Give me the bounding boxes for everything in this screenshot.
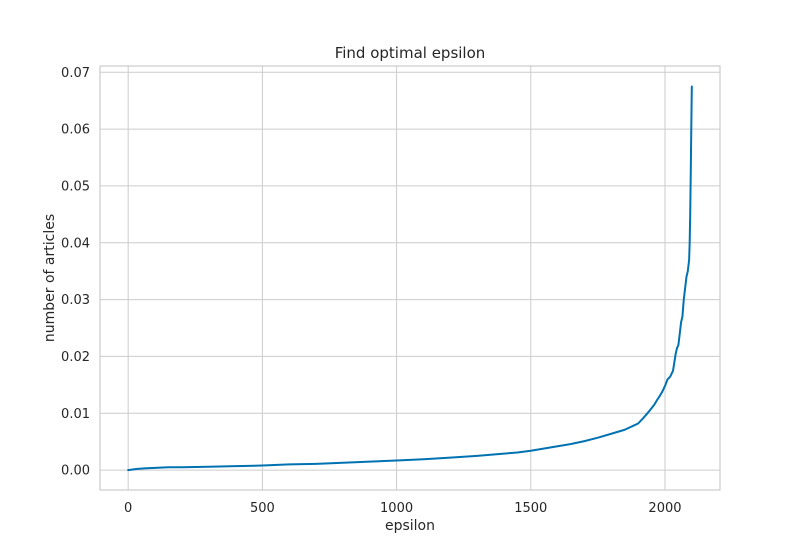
x-tick-label: 500 xyxy=(250,501,275,516)
y-axis-label: number of articles xyxy=(42,214,58,342)
x-tick-label: 2000 xyxy=(648,501,681,516)
y-tick-label: 0.01 xyxy=(61,407,90,422)
y-tick-label: 0.02 xyxy=(61,350,90,365)
series-line xyxy=(127,85,693,472)
x-axis-label: epsilon xyxy=(385,518,435,534)
y-tick-label: 0.07 xyxy=(61,66,90,81)
series-layer xyxy=(127,85,693,472)
x-tick-label: 1500 xyxy=(514,501,547,516)
y-tick-label: 0.00 xyxy=(61,464,90,479)
tick-labels: 0 500 1000 1500 2000 0.00 0.01 0.02 0.03 0.04 0.05… xyxy=(61,66,681,516)
chart-title: Find optimal epsilon xyxy=(335,44,486,62)
y-tick-label: 0.06 xyxy=(61,123,90,138)
plot-area-frame xyxy=(99,65,721,491)
y-tick-label: 0.04 xyxy=(61,236,90,251)
x-tick-label: 0 xyxy=(124,501,132,516)
y-tick-label: 0.05 xyxy=(61,179,90,194)
y-tick-label: 0.03 xyxy=(61,293,90,308)
grid xyxy=(100,66,720,490)
x-tick-label: 1000 xyxy=(380,501,413,516)
